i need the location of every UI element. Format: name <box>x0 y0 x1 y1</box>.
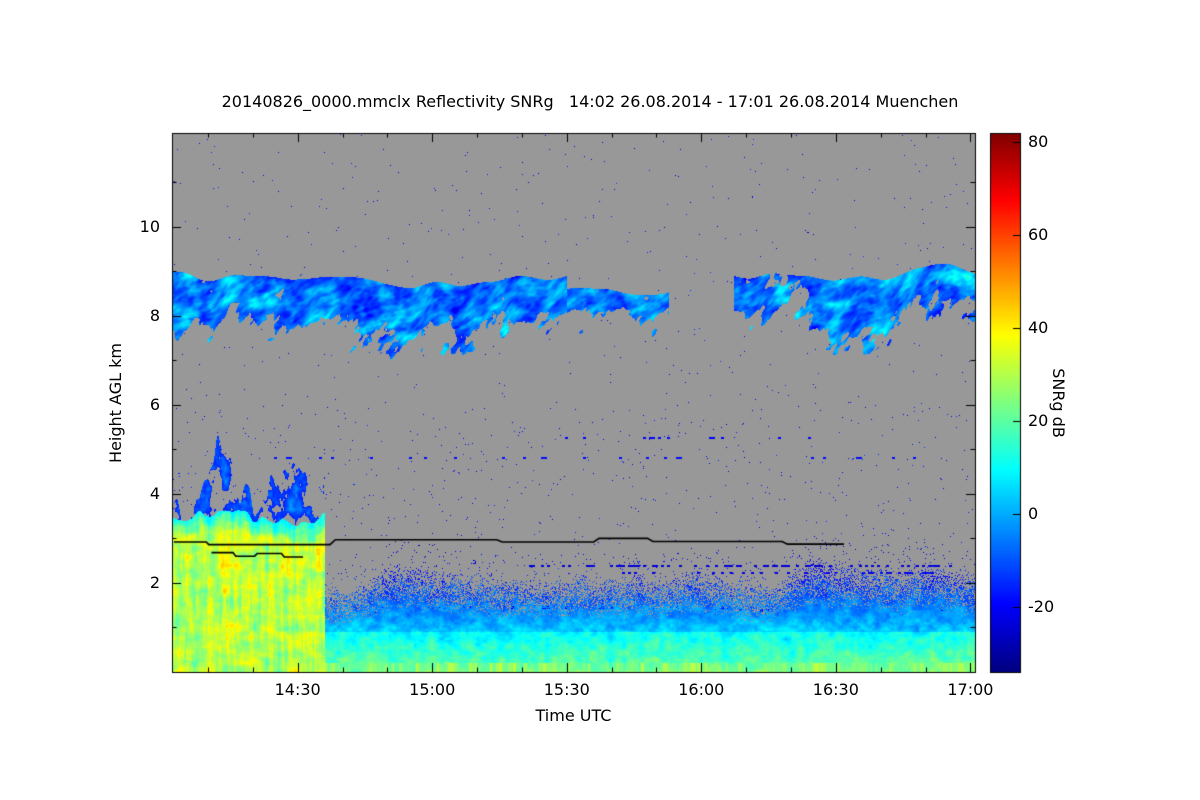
colorbar-tick-label: -20 <box>1028 596 1055 616</box>
y-tick-label: 6 <box>149 394 160 414</box>
y-axis-label: Height AGL km <box>106 342 125 463</box>
colorbar-tick-label: 80 <box>1028 132 1049 152</box>
y-tick-label: 8 <box>149 305 160 325</box>
x-tick-label: 16:00 <box>678 680 725 699</box>
y-tick-label: 4 <box>149 483 160 503</box>
colorbar-label: SNRg dB <box>1049 367 1068 438</box>
colorbar-tick-label: 0 <box>1028 504 1039 524</box>
x-tick-label: 17:00 <box>947 680 994 699</box>
x-tick-label: 15:00 <box>409 680 456 699</box>
x-tick-label: 16:30 <box>812 680 859 699</box>
colorbar-tick-label: 40 <box>1028 318 1049 338</box>
x-tick-label: 15:30 <box>543 680 590 699</box>
x-tick-label: 14:30 <box>274 680 321 699</box>
colorbar-tick-label: 60 <box>1028 225 1049 245</box>
x-axis-label: Time UTC <box>535 706 612 725</box>
colorbar-tick-label: 20 <box>1028 411 1049 431</box>
y-tick-label: 10 <box>139 216 160 236</box>
chart-title: 20140826_0000.mmclx Reflectivity SNRg 14… <box>221 92 959 111</box>
y-tick-label: 2 <box>149 572 160 592</box>
